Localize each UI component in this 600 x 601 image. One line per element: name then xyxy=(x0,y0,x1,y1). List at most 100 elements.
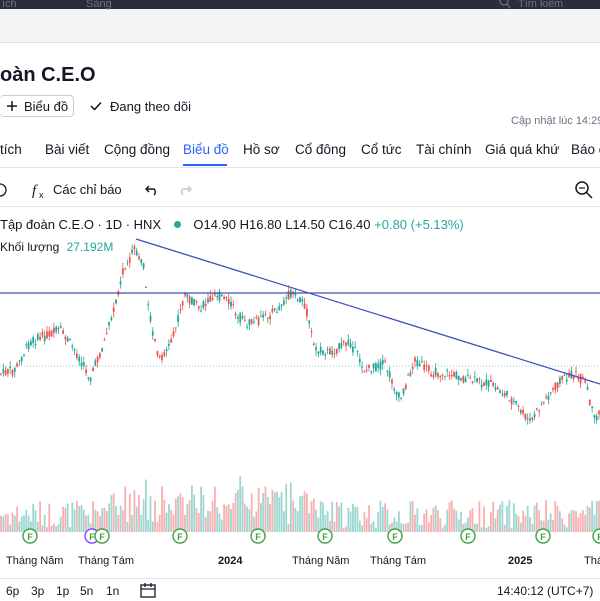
volume-bar xyxy=(264,486,267,532)
volume-bar xyxy=(4,514,7,532)
volume-bar xyxy=(335,502,338,532)
volume-bar xyxy=(441,527,444,532)
candle-body xyxy=(561,376,564,380)
candle-body xyxy=(142,263,145,269)
candle-body xyxy=(243,319,246,321)
follow-button[interactable]: Đang theo dõi xyxy=(90,95,191,117)
zoom-icon[interactable] xyxy=(574,180,594,200)
ohlc-close: C16.40 xyxy=(328,217,371,232)
volume-bar xyxy=(508,500,511,532)
candle-body xyxy=(430,374,432,377)
volume-bar xyxy=(255,511,258,532)
volume-bar xyxy=(308,512,311,532)
tab-financials[interactable]: Tài chính xyxy=(416,142,472,157)
volume-bar xyxy=(559,511,561,532)
candle-body xyxy=(11,370,14,376)
volume-bar xyxy=(575,511,577,532)
volume-bar xyxy=(257,487,260,532)
volume-bar xyxy=(347,507,350,532)
tab-analysis[interactable]: tích xyxy=(0,142,22,157)
volume-bar xyxy=(193,494,196,532)
redo-icon[interactable] xyxy=(178,184,192,196)
candle-body xyxy=(115,299,117,304)
volume-bar xyxy=(13,515,16,532)
undo-icon[interactable] xyxy=(145,184,159,196)
volume-bar xyxy=(115,506,117,532)
price-chart[interactable]: FFFFFFFFFF xyxy=(0,232,600,546)
candle-body xyxy=(552,388,554,390)
trend-line xyxy=(135,238,600,385)
volume-bar xyxy=(381,506,384,532)
indicators-button[interactable]: Các chỉ báo xyxy=(53,182,122,197)
candle-body xyxy=(400,397,403,399)
volume-bar xyxy=(227,504,230,532)
volume-bar xyxy=(165,512,168,532)
candle-body xyxy=(455,372,458,380)
add-chart-button[interactable]: Biểu đồ xyxy=(0,95,74,117)
volume-bar xyxy=(11,512,14,532)
candle-body xyxy=(62,330,64,334)
volume-bar xyxy=(135,506,138,532)
volume-bar xyxy=(469,510,472,532)
candle-body xyxy=(487,380,490,388)
candle-body xyxy=(101,348,104,352)
volume-bar xyxy=(582,510,584,532)
volume-bar xyxy=(473,523,476,532)
volume-bar xyxy=(588,507,591,532)
tab-chart[interactable]: Biểu đồ xyxy=(183,142,229,157)
volume-bar xyxy=(478,501,481,532)
candle-body xyxy=(331,350,334,355)
range-5d[interactable]: 5n xyxy=(80,584,94,598)
candle-body xyxy=(7,369,9,374)
tab-profile[interactable]: Hồ sơ xyxy=(243,142,280,157)
search-input[interactable]: Tìm kiếm xyxy=(488,0,600,10)
top-nav-item[interactable]: ích xyxy=(2,0,17,10)
candle-body xyxy=(57,327,60,330)
volume-bar xyxy=(460,511,462,532)
candle-body xyxy=(218,291,221,301)
volume-bar xyxy=(418,524,421,532)
volume-bar xyxy=(448,502,451,532)
volume-bar xyxy=(105,511,108,532)
bottom-bar: 6p 3p 1p 5n 1n 14:40:12 (UTC+7) xyxy=(0,578,600,601)
symbol-legend: Tập đoàn C.E.O · 1D · HNX O14.90 H16.80 … xyxy=(0,217,464,232)
volume-bar xyxy=(303,491,306,532)
candle-body xyxy=(506,391,508,396)
symbol-name: Tập đoàn C.E.O · 1D · HNX xyxy=(0,217,162,232)
tab-posts[interactable]: Bài viết xyxy=(45,142,90,157)
tab-reports[interactable]: Báo c xyxy=(571,142,600,157)
candle-body xyxy=(329,348,331,355)
candle-body xyxy=(448,375,451,377)
candle-body xyxy=(301,298,304,302)
candle-body xyxy=(531,417,534,420)
volume-bar xyxy=(71,502,74,532)
top-nav-item-screener[interactable]: Sàng xyxy=(86,0,112,10)
toolbar-partial-icon[interactable] xyxy=(0,183,8,197)
tab-history[interactable]: Giá quá khứ xyxy=(485,142,560,157)
range-1m[interactable]: 1p xyxy=(56,584,70,598)
volume-bar xyxy=(218,513,221,532)
volume-bar xyxy=(310,500,313,532)
candle-body xyxy=(379,361,382,370)
volume-bar xyxy=(66,503,69,532)
tab-community[interactable]: Cộng đồng xyxy=(104,142,171,157)
range-6m[interactable]: 6p xyxy=(6,584,20,598)
range-1d[interactable]: 1n xyxy=(106,584,120,598)
tab-dividends[interactable]: Cổ tức xyxy=(361,142,402,157)
volume-bar xyxy=(531,523,534,532)
volume-bar xyxy=(147,519,150,532)
calendar-icon[interactable] xyxy=(140,582,158,598)
candle-body xyxy=(181,301,184,306)
volume-bar xyxy=(223,504,225,532)
volume-bar xyxy=(191,485,193,532)
range-3m[interactable]: 3p xyxy=(31,584,45,598)
volume-bar xyxy=(296,511,299,532)
volume-bar xyxy=(138,495,140,532)
dividend-marker-label: F xyxy=(322,532,328,542)
candle-body xyxy=(464,378,467,383)
volume-bar xyxy=(499,504,501,532)
volume-bar xyxy=(140,515,143,532)
candle-body xyxy=(494,387,497,390)
tab-shareholders[interactable]: Cổ đông xyxy=(295,142,347,157)
